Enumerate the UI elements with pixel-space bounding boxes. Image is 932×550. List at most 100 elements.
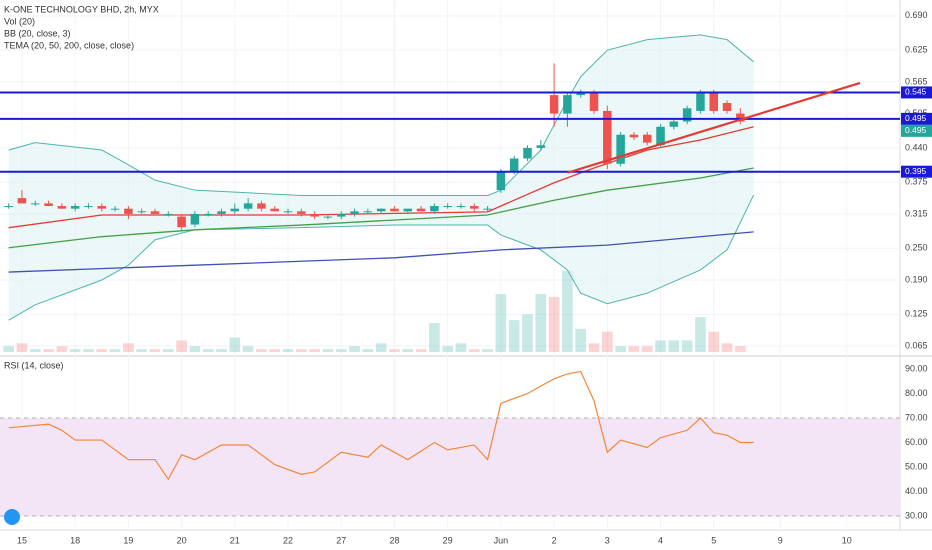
volume-bar xyxy=(136,349,148,352)
rsi-band xyxy=(0,418,900,517)
y-tick-label: 70.00 xyxy=(905,412,928,422)
candle-body xyxy=(350,211,359,214)
volume-bar xyxy=(735,346,746,352)
candle-body xyxy=(257,203,266,209)
volume-bar xyxy=(535,294,547,352)
volume-bar xyxy=(242,346,254,352)
y-tick-label: 0.375 xyxy=(905,177,928,187)
y-tick-label: 50.00 xyxy=(905,461,928,471)
level-label-box xyxy=(901,165,932,178)
volume-bar xyxy=(349,346,360,352)
candle-body xyxy=(496,171,506,191)
candle-body xyxy=(656,126,665,146)
volume-bar xyxy=(708,331,720,352)
candle-body xyxy=(310,213,319,217)
axes: 0.6900.6250.5650.5050.4400.3750.3150.250… xyxy=(4,4,932,545)
candle-body xyxy=(576,92,585,96)
candle-body xyxy=(124,208,133,214)
volume-bar xyxy=(615,346,626,352)
candle-body xyxy=(70,206,80,209)
volume-bar xyxy=(415,349,427,352)
volume-bar xyxy=(269,349,281,352)
level-label-box xyxy=(901,112,932,125)
candle-body xyxy=(57,206,67,209)
volume-bar xyxy=(162,349,174,352)
volume-bar xyxy=(402,349,414,352)
volume-bar xyxy=(109,349,121,352)
volume-bar xyxy=(335,349,347,352)
candle-body xyxy=(589,92,599,111)
y-tick-label: 30.00 xyxy=(905,510,928,520)
volume-bar xyxy=(43,349,54,352)
candle-body xyxy=(17,198,27,204)
volume-bar xyxy=(429,323,440,352)
indicator-legend: TEMA (20, 50, 200, close, close) xyxy=(4,40,134,50)
x-tick-label: 10 xyxy=(842,535,852,545)
volume-bar xyxy=(562,270,573,352)
candle-body xyxy=(230,208,240,212)
indicator-legend: BB (20, close, 3) xyxy=(4,28,71,38)
y-tick-label: 0.125 xyxy=(905,309,928,319)
candle-body xyxy=(483,208,492,210)
candle-body xyxy=(416,208,426,212)
rsi-line xyxy=(8,370,754,481)
candle-body xyxy=(736,113,745,122)
volume-bar xyxy=(681,340,693,352)
volume-bar xyxy=(322,349,334,352)
candle-body xyxy=(44,203,53,207)
logo xyxy=(4,509,20,525)
y-tick-label: 0.250 xyxy=(905,243,928,253)
level-label: 0.545 xyxy=(905,87,927,97)
candle-body xyxy=(323,216,333,218)
volume-bar xyxy=(229,337,241,352)
candle-body xyxy=(403,208,413,212)
volume-bar xyxy=(362,349,374,352)
x-tick-label: 21 xyxy=(230,535,240,545)
volume-bar xyxy=(282,349,294,352)
candle-body xyxy=(376,208,386,212)
volume-bar xyxy=(482,349,493,352)
volume-bar xyxy=(309,349,320,352)
y-tick-label: 80.00 xyxy=(905,388,928,398)
volume-bar xyxy=(655,340,666,352)
candle-body xyxy=(523,147,532,159)
candle-body xyxy=(696,92,705,111)
candle-body xyxy=(616,134,625,164)
volume-bar xyxy=(575,328,587,352)
level-label: 0.495 xyxy=(905,113,927,123)
volume-bar xyxy=(375,343,387,352)
x-tick-label: 15 xyxy=(17,535,27,545)
indicator-line xyxy=(8,231,754,273)
candle-body xyxy=(443,206,452,208)
candle-body xyxy=(4,206,13,208)
candle-body xyxy=(84,206,93,208)
candle-body xyxy=(30,203,40,205)
volume-bar xyxy=(522,314,533,352)
volume-bar xyxy=(296,349,307,352)
volume-bar xyxy=(189,346,201,352)
y-tick-label: 0.690 xyxy=(905,10,928,20)
level-label: 0.395 xyxy=(905,166,927,176)
indicator-legend: Vol (20) xyxy=(4,16,35,26)
volume-bar xyxy=(628,346,640,352)
candle-body xyxy=(164,213,173,215)
x-tick-label: 20 xyxy=(177,535,187,545)
x-tick-label: Jun xyxy=(494,535,509,545)
candle-body xyxy=(203,213,213,215)
candle-body xyxy=(549,95,559,114)
chart-title: K-ONE TECHNOLOGY BHD, 2h, MYX xyxy=(4,4,159,14)
marks xyxy=(0,34,900,481)
trend-line xyxy=(567,81,861,174)
x-tick-label: 4 xyxy=(658,535,663,545)
volume-bar xyxy=(508,320,520,352)
volume-bar xyxy=(601,331,613,352)
indicator-line xyxy=(8,34,754,196)
candle-body xyxy=(709,92,719,111)
indicator-line xyxy=(8,167,754,249)
x-tick-label: 28 xyxy=(389,535,399,545)
y-tick-label: 0.440 xyxy=(905,142,928,152)
candle-body xyxy=(363,211,373,213)
candle-body xyxy=(390,208,399,212)
candle-body xyxy=(682,108,692,122)
